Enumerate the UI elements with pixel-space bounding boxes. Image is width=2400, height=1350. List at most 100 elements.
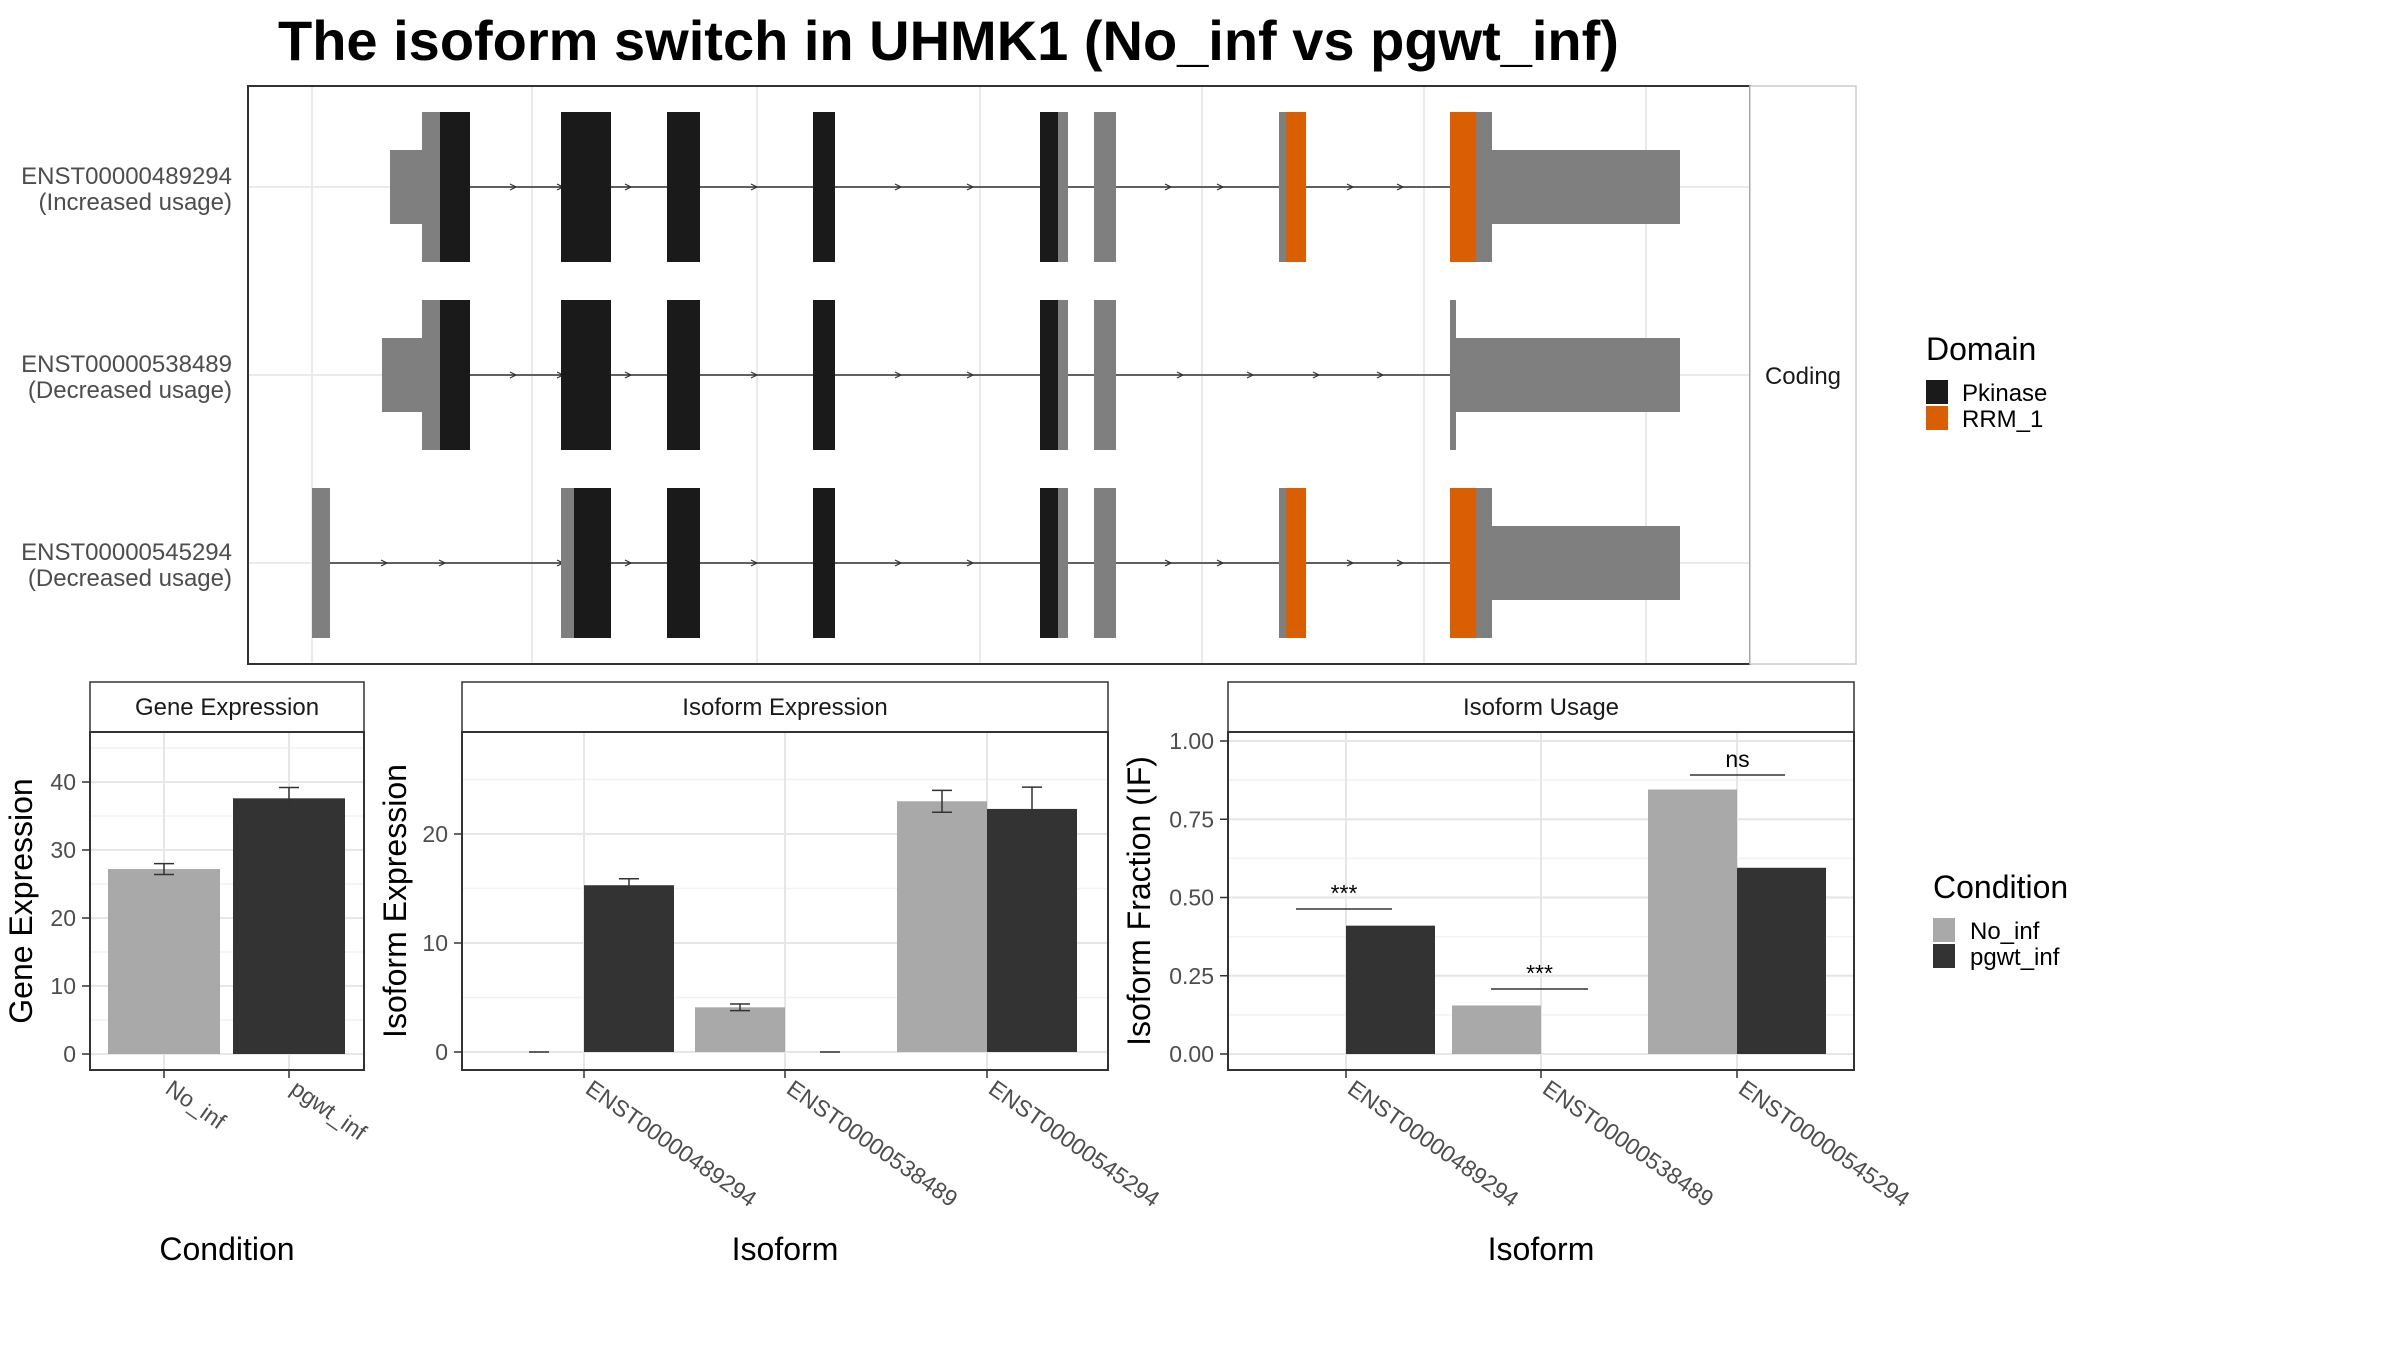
y-tick-label: 10 [50,973,76,999]
legend-key-pgwt-inf [1933,944,1955,968]
intron-direction-arrow [438,559,447,567]
y-tick-label: 10 [422,930,448,956]
intron-direction-arrow [894,371,903,379]
transcript-labels: ENST00000489294 (Increased usage) ENST00… [21,163,232,592]
legend-label-pkinase: Pkinase [1962,380,2047,407]
isoform-expression-strip-label: Isoform Expression [682,694,887,721]
gene-expression-ylabel: Gene Expression [3,778,39,1023]
legend-label-pgwt-inf: pgwt_inf [1970,944,2060,971]
y-tick-label: 0.50 [1169,885,1214,911]
y-tick-label: 0 [435,1039,448,1065]
exon-block [1450,488,1476,638]
exon-block [1450,300,1456,450]
structure-strip-label: Coding [1765,363,1841,390]
error-bar [279,786,299,810]
exon-block [667,112,700,262]
y-tick-label: 0.25 [1169,963,1214,989]
transcript-id-label: ENST00000545294 [21,539,232,566]
structure-strip-box [1749,85,1857,665]
exon-block [1476,488,1492,638]
intron-direction-arrow [966,183,975,191]
transcript-track [312,488,1680,638]
exon-block [561,488,574,638]
data-bar [584,885,674,1052]
data-bar [233,798,345,1054]
exon-block [1279,488,1286,638]
exon-block [1492,150,1680,224]
legend-label-rrm1: RRM_1 [1962,406,2043,433]
intron-direction-arrow [894,183,903,191]
transcript-track [390,112,1680,262]
transcript-usage-label: (Decreased usage) [28,377,232,404]
isoform-usage-xlabel: Isoform [1488,1231,1595,1267]
data-bar [108,869,220,1054]
exon-block [1279,112,1286,262]
intron-direction-arrow [1312,371,1321,379]
data-bar [1648,789,1737,1054]
intron-direction-arrow [1246,371,1255,379]
intron-direction-arrow [1164,559,1173,567]
exon-block [813,488,835,638]
exon-block [561,112,611,262]
exon-block [1058,112,1068,262]
transcript-tracks [312,112,1680,638]
exon-block [1094,300,1116,450]
intron-direction-arrow [894,559,903,567]
exon-block [1094,488,1116,638]
x-tick-label: ENST00000545294 [984,1075,1165,1212]
exon-block [1058,300,1068,450]
intron-direction-arrow [750,183,759,191]
exon-block [1492,526,1680,600]
intron-direction-arrow [1216,559,1225,567]
intron-direction-arrow [509,371,518,379]
exon-block [667,488,700,638]
y-tick-label: 0 [63,1041,76,1067]
y-tick-label: 30 [50,837,76,863]
intron-direction-arrow [966,559,975,567]
data-bar [897,801,987,1052]
x-tick-label: No_inf [161,1075,231,1135]
exon-block [1040,112,1058,262]
legend-label-no-inf: No_inf [1970,918,2040,945]
intron-direction-arrow [624,559,633,567]
isoform-usage-strip [1227,681,1855,733]
intron-direction-arrow [1346,559,1355,567]
intron-direction-arrow [1164,183,1173,191]
error-bar [1022,786,1042,832]
data-bar [1452,1005,1541,1054]
intron-direction-arrow [1396,183,1405,191]
isoform-usage-strip-label: Isoform Usage [1463,694,1619,721]
intron-direction-arrow [1376,371,1385,379]
x-tick-label: ENST00000538489 [782,1075,962,1212]
legend-key-no-inf [1933,918,1955,942]
isoform-expression-ylabel: Isoform Expression [377,764,413,1038]
exon-block [574,488,611,638]
condition-legend-title: Condition [1933,869,2068,905]
error-bar [154,862,174,876]
intron-direction-arrow [380,559,389,567]
exon-block [1040,300,1058,450]
isoform-usage-ylabel: Isoform Fraction (IF) [1121,756,1157,1046]
isoform-expression-xlabel: Isoform [732,1231,839,1267]
error-bar [619,877,639,893]
x-tick-label: ENST00000545294 [1734,1075,1915,1212]
y-tick-label: 40 [50,769,76,795]
exon-block [422,300,440,450]
exon-block [813,112,835,262]
intron-direction-arrow [1346,183,1355,191]
data-bar [987,808,1077,1052]
intron-direction-arrow [966,371,975,379]
y-tick-label: 20 [422,821,448,847]
exon-block [312,488,330,638]
error-bar [932,789,952,813]
intron-direction-arrow [750,371,759,379]
x-tick-label: ENST00000489294 [581,1075,762,1212]
exon-block [1040,488,1058,638]
data-bar [695,1007,785,1052]
data-bar [1346,925,1435,1054]
intron-direction-arrow [624,371,633,379]
transcript-id-label: ENST00000489294 [21,163,232,190]
significance-label: *** [1331,880,1358,906]
